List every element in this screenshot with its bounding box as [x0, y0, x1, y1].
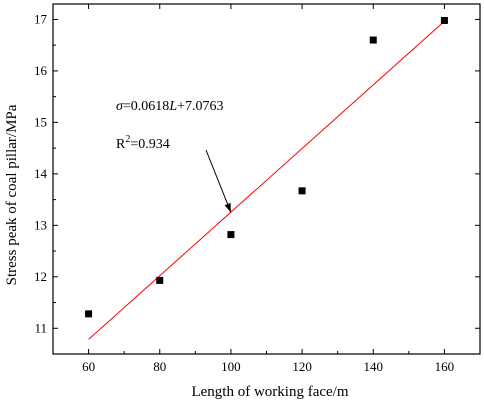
equation-sigma: σ — [116, 99, 124, 114]
data-point — [227, 231, 235, 239]
data-point — [440, 16, 448, 24]
x-axis-title: Length of working face/m — [191, 384, 348, 400]
x-tick-label: 160 — [435, 359, 455, 374]
y-tick-label: 14 — [34, 166, 48, 181]
x-tick-label: 140 — [364, 359, 384, 374]
equation-coef: =0.0618 — [123, 99, 169, 114]
y-tick-label: 15 — [34, 114, 47, 129]
equation-variable: L — [168, 99, 177, 114]
arrow-head — [224, 202, 231, 213]
fit-line-group — [88, 20, 445, 340]
y-tick-label: 12 — [34, 269, 47, 284]
r2-value: =0.934 — [130, 137, 169, 152]
data-point — [369, 36, 377, 44]
r2-superscript: 2 — [125, 134, 130, 145]
arrow-shaft — [205, 149, 232, 213]
y-axis-title: Stress peak of coal pillar/MPa — [4, 104, 20, 285]
x-tick-label: 80 — [153, 359, 166, 374]
data-point — [156, 276, 164, 284]
annotation-arrow — [205, 149, 232, 213]
y-tick-label: 11 — [34, 320, 47, 335]
plot-frame — [52, 3, 481, 355]
x-tick-label: 60 — [82, 359, 95, 374]
data-point — [298, 187, 306, 195]
fit-line — [88, 20, 445, 340]
r2-prefix: R — [116, 137, 126, 152]
ticks: 60 80 100 120 140 160 11 12 13 14 15 16 17 — [34, 4, 481, 374]
data-point — [85, 310, 93, 318]
x-tick-label: 100 — [221, 359, 241, 374]
equation-intercept: +7.0763 — [177, 99, 223, 114]
y-tick-label: 13 — [34, 217, 47, 232]
y-tick-label: 17 — [34, 11, 48, 26]
y-tick-label: 16 — [34, 63, 48, 78]
axes — [52, 3, 481, 355]
data-points — [85, 16, 448, 318]
r-squared: R2=0.934 — [116, 134, 170, 152]
fit-equation: σ=0.0618L+7.0763 — [116, 99, 224, 114]
x-tick-label: 120 — [292, 359, 312, 374]
